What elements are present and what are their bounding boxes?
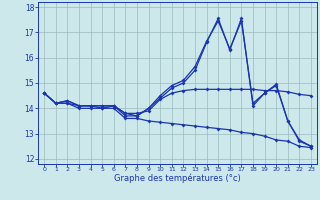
X-axis label: Graphe des températures (°c): Graphe des températures (°c): [114, 174, 241, 183]
